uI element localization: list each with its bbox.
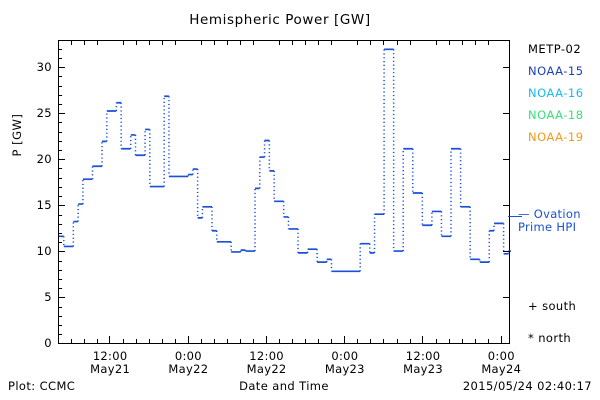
y-tick-label: 30: [36, 59, 52, 74]
y-tick-label: 0: [44, 336, 52, 350]
ovation-legend-line1: — Ovation: [518, 207, 581, 221]
footer-timestamp: 2015/05/24 02:40:17: [462, 379, 592, 393]
y-axis-title: P [GW]: [10, 113, 24, 157]
legend-item-noaa-19: NOAA-19: [528, 130, 584, 144]
x-axis-title: Date and Time: [239, 379, 329, 393]
legend-marker-south: + south: [528, 299, 577, 313]
x-tick-label: 0:00 May22: [168, 349, 209, 376]
legend-marker-north: * north: [528, 331, 572, 345]
x-tick-label: 0:00 May23: [324, 349, 365, 376]
ovation-legend: — Ovation Prime HPI: [518, 208, 581, 234]
y-tick-label: 15: [36, 197, 52, 212]
footer-plot-source: Plot: CCMC: [8, 379, 76, 393]
ovation-line-swatch: [508, 216, 522, 217]
legend-item-metp-02: METP-02: [528, 42, 582, 56]
plot-area: [58, 40, 511, 344]
y-tick-label: 5: [44, 289, 52, 304]
x-tick-label: 12:00 May21: [90, 349, 131, 376]
series-step-risers: [63, 49, 510, 272]
x-tick-label: 12:00 May23: [403, 349, 444, 376]
legend-item-noaa-16: NOAA-16: [528, 86, 584, 100]
legend-item-noaa-15: NOAA-15: [528, 64, 584, 78]
legend-item-noaa-18: NOAA-18: [528, 108, 584, 122]
series-step-horizontals: [59, 48, 511, 273]
y-tick-label: 10: [36, 243, 52, 258]
x-tick-label: 12:00 May22: [246, 349, 287, 376]
ovation-legend-line2: Prime HPI: [518, 220, 577, 234]
chart-title: Hemispheric Power [GW]: [189, 12, 371, 28]
data-plot-svg: [59, 48, 511, 273]
x-tick-label: 0:00 May24: [481, 349, 522, 376]
